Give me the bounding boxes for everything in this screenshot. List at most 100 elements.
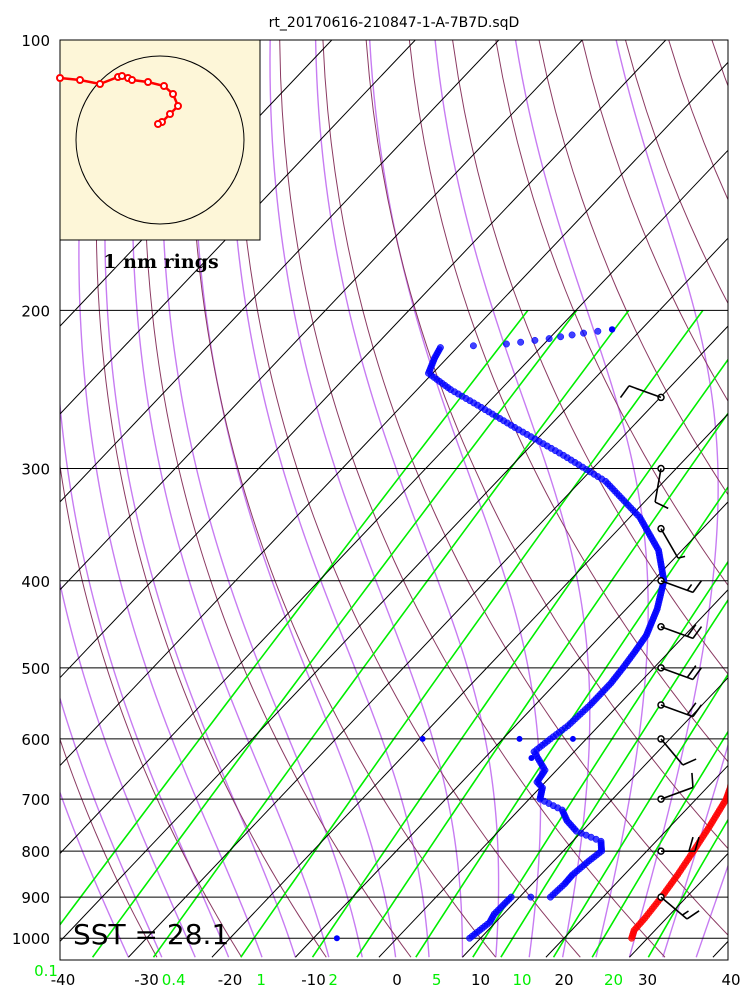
wind-barb-feather <box>691 772 694 788</box>
isotherm-line <box>378 589 728 958</box>
dewpoint-point <box>568 331 576 339</box>
dewpoint-point <box>580 329 588 337</box>
inset-ring <box>75 55 245 225</box>
wind-barb-feather <box>682 910 689 916</box>
wind-barbs <box>619 385 703 920</box>
moist-adiabat-line <box>695 863 728 958</box>
mixing-ratio-tick-label: 2 <box>328 971 338 989</box>
isotherm-line <box>211 413 728 958</box>
isotherm-line <box>295 501 728 958</box>
moist-adiabat-line <box>229 40 430 958</box>
temperature-series <box>628 779 728 942</box>
mixing-ratio-line <box>60 309 529 926</box>
pressure-tick-label: 900 <box>21 889 50 907</box>
pressure-tick-label: 500 <box>21 660 50 678</box>
wind-barb-feather <box>692 667 703 680</box>
wind-barb-feather <box>688 836 694 852</box>
temperature-tick-label: 10 <box>471 971 490 989</box>
wind-barb-staff <box>660 786 694 800</box>
wind-barb-feather <box>692 580 703 593</box>
inset-ring-label: 1 nm rings <box>103 251 218 273</box>
wind-barb-feather <box>619 385 630 399</box>
chart-title: rt_20170616-210847-1-A-7B7D.sqD <box>269 15 520 31</box>
dry-adiabat-line <box>495 40 728 587</box>
isobars <box>60 309 728 939</box>
moist-adiabat-line <box>662 742 728 958</box>
temperature-tick-label: -30 <box>134 971 159 989</box>
dewpoint-point <box>569 735 576 742</box>
wind-barb-feather <box>692 626 703 639</box>
pressure-tick-label: 700 <box>21 791 50 809</box>
isotherm-line <box>128 325 728 958</box>
mixing-ratio-tick-label: 10 <box>512 971 531 989</box>
wind-barb-feather <box>682 758 697 766</box>
mixing-ratio-tick-label: 0.4 <box>162 971 186 989</box>
isotherm-line <box>462 676 728 958</box>
mixing-ratio-line <box>311 358 728 958</box>
mixing-ratio-line <box>552 672 728 958</box>
mixing-ratio-line <box>152 309 630 958</box>
pressure-tick-label: 800 <box>21 843 50 861</box>
inset-track-point <box>76 76 84 84</box>
inset-track-point <box>169 90 177 98</box>
moist-adiabat-line <box>60 696 163 958</box>
plot-frame <box>59 39 729 961</box>
moist-adiabat-line <box>615 40 719 958</box>
mixing-ratio-tick-labels: 0.1 0.4 1 2 5 10 20 <box>34 962 623 989</box>
pressure-tick-label: 1000 <box>12 930 50 948</box>
wind-barb-staff <box>660 738 684 766</box>
mixing-ratio-tick-label: 0.1 <box>34 962 58 980</box>
isotherm-line <box>60 237 728 943</box>
wind-barb-staff <box>654 468 662 503</box>
wind-barb-feather <box>686 702 697 716</box>
dewpoint-point <box>419 735 426 742</box>
dewpoint-point <box>517 338 525 346</box>
mixing-ratio-tick-label: 5 <box>432 971 442 989</box>
mixing-ratio-line <box>91 309 578 958</box>
inset-track-point <box>160 82 168 90</box>
wind-barb <box>657 772 694 803</box>
inset-track-point <box>144 78 152 86</box>
dewpoint-point <box>516 735 523 742</box>
isotherm-line <box>60 149 728 855</box>
dry-adiabat-line <box>322 40 728 936</box>
wind-barb <box>657 664 703 681</box>
dry-adiabat-line <box>235 40 581 958</box>
inset-background <box>59 39 261 241</box>
temperature-tick-label: 20 <box>554 971 573 989</box>
dry-adiabat-line <box>60 40 243 958</box>
isotherm-line <box>60 40 500 503</box>
dewpoint-point <box>608 326 616 333</box>
moist-adiabats <box>60 40 728 958</box>
wind-barb-feather <box>686 665 697 678</box>
dry-adiabat-line <box>408 40 728 763</box>
dry-adiabat-line <box>190 40 497 958</box>
dewpoint-point <box>436 344 444 352</box>
wind-barb-feather <box>692 704 703 718</box>
dewpoint-point <box>507 893 515 901</box>
dewpoint-point <box>469 342 477 350</box>
wind-barb-feather <box>677 555 686 559</box>
dewpoint-point <box>333 935 340 942</box>
mixing-ratio-line <box>647 818 728 958</box>
wind-barb-staff <box>660 528 679 559</box>
mixing-ratio-line <box>591 730 728 958</box>
moist-adiabat-line <box>368 40 542 958</box>
dewpoint-point <box>527 893 535 901</box>
dry-adiabat-line <box>279 40 666 958</box>
dewpoint-point <box>557 333 565 341</box>
temperature-tick-label: -40 <box>51 971 76 989</box>
temperature-tick-labels: -40 -30 -20 -10 0 10 20 30 40 <box>51 971 741 989</box>
dry-adiabat-line <box>538 40 728 496</box>
wind-barb <box>657 893 700 920</box>
pressure-tick-labels: 100 200 300 400 500 600 700 800 900 1000 <box>12 32 50 948</box>
wind-barb <box>657 735 697 766</box>
mixing-ratio-line <box>240 309 704 958</box>
dewpoint-point <box>594 327 602 335</box>
moist-adiabat-line <box>269 40 464 958</box>
wind-barb-feather <box>694 836 700 852</box>
wind-barb-staff <box>628 385 662 399</box>
wind-barb <box>654 464 669 510</box>
temperature-tick-label: -10 <box>301 971 326 989</box>
